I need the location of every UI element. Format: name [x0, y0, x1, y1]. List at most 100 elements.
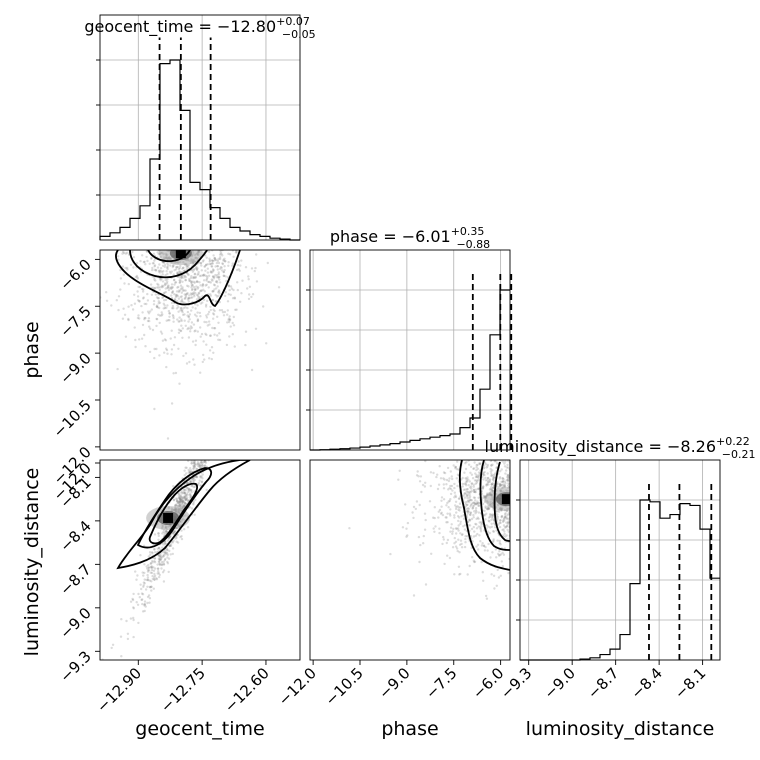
sample-point: [195, 456, 197, 458]
sample-point: [458, 509, 461, 512]
sample-point: [479, 530, 483, 533]
sample-point: [161, 524, 164, 528]
sample-point: [213, 454, 215, 456]
sample-point: [141, 290, 145, 293]
sample-point: [179, 507, 182, 510]
sample-point: [189, 480, 192, 484]
sample-point: [503, 484, 507, 488]
sample-point: [163, 284, 166, 287]
sample-point: [469, 505, 472, 508]
sample-point: [490, 573, 493, 576]
sample-point: [184, 514, 187, 517]
sample-point: [171, 547, 175, 550]
sample-point: [142, 288, 145, 291]
sample-point: [495, 509, 498, 513]
sample-point: [207, 447, 209, 449]
sample-point: [148, 350, 152, 354]
sample-point: [439, 477, 443, 480]
sample-point: [469, 513, 472, 516]
sample-point: [194, 288, 197, 292]
sample-point: [165, 551, 168, 554]
sample-point: [455, 547, 459, 550]
sample-point: [473, 479, 477, 482]
sample-point: [178, 279, 181, 282]
xtick-label-phase-0: −12.0: [275, 664, 320, 709]
sample-point: [201, 260, 205, 263]
sample-point: [144, 588, 148, 591]
sample-point: [458, 447, 460, 449]
sample-point: [484, 506, 487, 510]
sample-point: [150, 308, 153, 311]
sample-point: [500, 516, 503, 519]
sample-point: [137, 285, 140, 289]
sample-point: [157, 283, 160, 287]
sample-point: [491, 513, 494, 516]
sample-point: [187, 488, 190, 492]
xtick-label-luminosity-distance-4: −8.1: [671, 664, 709, 702]
sample-point: [186, 284, 189, 287]
xtick-label-luminosity-distance-0: −9.3: [497, 664, 535, 702]
sample-point: [469, 491, 472, 494]
sample-point: [176, 304, 179, 307]
sample-point: [170, 507, 173, 510]
sample-point: [105, 291, 108, 294]
sample-point: [492, 476, 495, 479]
quantiles-geocent-time: [158, 37, 212, 240]
sample-point: [449, 484, 452, 488]
sample-point: [210, 278, 213, 281]
sample-point: [488, 478, 492, 481]
sample-point: [151, 286, 155, 289]
sample-point: [160, 527, 164, 530]
sample-point: [493, 473, 496, 476]
sample-point: [463, 524, 467, 527]
sample-point: [222, 259, 225, 262]
sample-point: [500, 508, 503, 511]
sample-point: [180, 324, 183, 327]
sample-point: [175, 526, 179, 530]
sample-point: [447, 506, 450, 509]
sample-point: [211, 262, 214, 265]
sample-point: [506, 514, 509, 517]
sample-point: [194, 329, 197, 332]
sample-point: [442, 471, 446, 474]
sample-point: [175, 294, 178, 298]
sample-point: [504, 515, 507, 518]
sample-point: [483, 500, 487, 504]
sample-point: [211, 268, 215, 271]
sample-point: [187, 263, 191, 267]
sample-point: [201, 283, 205, 286]
sample-point: [158, 252, 162, 256]
sample-point: [180, 520, 183, 523]
sample-point: [466, 510, 469, 513]
sample-point: [506, 507, 509, 510]
sample-point: [216, 427, 218, 429]
sample-point: [237, 268, 240, 271]
sample-point: [235, 251, 238, 254]
sample-point: [204, 332, 207, 335]
sample-point: [440, 496, 444, 499]
sample-point: [158, 271, 162, 274]
sample-point: [165, 365, 168, 369]
sample-point: [182, 504, 186, 508]
sample-point: [464, 488, 467, 491]
sample-point: [217, 273, 220, 276]
sample-point: [191, 270, 194, 273]
sample-point: [472, 535, 476, 538]
sample-point: [474, 443, 476, 445]
sample-point: [136, 299, 140, 302]
sample-point: [222, 417, 224, 419]
sample-point: [498, 525, 502, 529]
sample-point: [153, 265, 156, 268]
sample-point: [143, 260, 146, 263]
sample-point: [405, 527, 408, 530]
sample-point: [198, 454, 200, 456]
sample-point: [232, 315, 235, 319]
frame-hist-phase: [309, 249, 511, 451]
sample-point: [190, 296, 193, 299]
sample-point: [153, 574, 157, 578]
sample-point: [190, 484, 193, 487]
sample-point: [203, 434, 205, 436]
panel-lumdist-vs-phase: [348, 443, 510, 600]
sample-point: [185, 493, 188, 496]
sample-point: [172, 509, 176, 512]
